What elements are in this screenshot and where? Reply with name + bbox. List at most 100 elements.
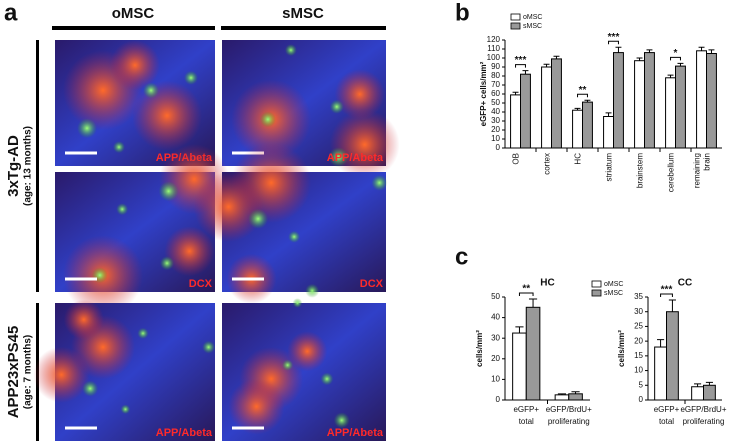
panel-label: b: [455, 0, 470, 26]
y-axis-label: eGFP+ cells/mm²: [479, 61, 488, 126]
x-tick-label: cerebellum: [667, 153, 676, 192]
x-tick-label: total: [659, 417, 674, 426]
y-tick-label: 10: [634, 366, 643, 375]
bar: [603, 116, 615, 149]
row-label: 3xTg-AD: [5, 135, 22, 197]
y-tick-label: 10: [491, 134, 500, 143]
y-tick-label: 50: [491, 292, 500, 301]
bar: [541, 66, 553, 149]
bar: [703, 384, 716, 401]
bar: [613, 52, 624, 149]
stain-blob: [82, 380, 99, 397]
bar: [634, 60, 646, 149]
bar: [510, 94, 521, 149]
y-tick-label: 0: [639, 395, 644, 404]
stain-blob: [143, 82, 159, 99]
legend-label: sMSC: [523, 23, 542, 30]
x-tick-label: proliferating: [548, 417, 590, 426]
bar: [568, 393, 583, 401]
stain-blob: [33, 346, 90, 403]
column-header: sMSC: [282, 5, 324, 22]
panel-label: c: [455, 243, 468, 270]
bar: [572, 109, 584, 149]
y-tick-label: 30: [634, 307, 643, 316]
significance-label: ***: [661, 285, 673, 296]
stain-blob: [287, 331, 328, 372]
row-note: (age: 13 months): [23, 126, 34, 206]
error-bar: [698, 46, 705, 51]
bar: [525, 306, 541, 401]
stain-label: APP/Abeta: [327, 152, 384, 164]
error-bar: [522, 70, 529, 75]
y-axis-label: cells/mm²: [475, 330, 484, 367]
legend-label: oMSC: [604, 281, 623, 288]
x-tick-label: HC: [574, 153, 583, 165]
significance-label: **: [522, 284, 530, 295]
y-tick-label: 20: [634, 336, 643, 345]
panel-label: a: [4, 0, 18, 26]
legend-label: sMSC: [604, 290, 623, 297]
stain-blob: [288, 230, 301, 243]
stain-blob: [63, 299, 104, 340]
legend-swatch: [510, 22, 521, 30]
y-tick-label: 30: [491, 116, 500, 125]
bar: [675, 65, 686, 149]
x-tick-label: eGFP+: [654, 405, 680, 414]
y-tick-label: 30: [491, 333, 500, 342]
bar: [666, 311, 679, 401]
x-tick-label: eGFP+: [513, 405, 539, 414]
y-tick-label: 10: [491, 375, 500, 384]
y-tick-label: 5: [639, 380, 644, 389]
significance-bracket: [670, 56, 681, 61]
y-tick-label: 15: [634, 351, 643, 360]
bar: [706, 53, 717, 149]
y-tick-label: 0: [496, 395, 501, 404]
stain-blob: [259, 111, 276, 128]
significance-bracket: [660, 293, 673, 297]
stain-blob: [292, 298, 303, 308]
stain-blob: [116, 203, 129, 216]
error-bar: [605, 112, 612, 117]
stain-blob: [110, 40, 160, 91]
row-bar: [36, 40, 39, 292]
error-bar: [708, 49, 715, 54]
stain-blob: [193, 171, 264, 242]
bar: [665, 77, 677, 149]
stain-blob: [202, 340, 216, 354]
x-tick-label: OB: [512, 153, 521, 165]
error-bar: [667, 74, 674, 78]
stain-label: DCX: [189, 278, 213, 290]
stain-blob: [184, 70, 198, 85]
stain-label: APP/Abeta: [156, 427, 213, 439]
significance-label: *: [674, 48, 678, 59]
stain-blob: [334, 69, 385, 120]
stain-blob: [120, 404, 131, 415]
stain-blob: [328, 147, 349, 168]
stain-blob: [160, 256, 174, 271]
significance-bracket: [577, 93, 588, 98]
error-bar: [615, 46, 622, 53]
stain-blob: [282, 359, 294, 371]
column-header: oMSC: [112, 5, 155, 22]
y-tick-label: 60: [491, 89, 500, 98]
stain-blob: [77, 118, 97, 139]
chart-title: HC: [540, 278, 554, 289]
micrograph: DCX: [193, 142, 388, 304]
significance-label: **: [579, 85, 587, 96]
stain-blob: [329, 99, 344, 114]
bar: [582, 101, 593, 149]
x-tick-label: eGFP/BrdU+: [680, 405, 726, 414]
stain-blob: [305, 283, 320, 298]
stain-blob: [158, 181, 179, 202]
x-tick-label: remaining: [693, 153, 702, 188]
column-bar: [221, 26, 386, 30]
micrograph: APP/Abeta: [222, 298, 386, 441]
bar: [696, 50, 708, 149]
row-note: (age: 7 months): [23, 335, 34, 409]
error-bar: [515, 326, 524, 334]
y-tick-label: 40: [491, 107, 500, 116]
stain-label: DCX: [360, 278, 384, 290]
error-bar: [668, 299, 676, 312]
error-bar: [528, 298, 538, 308]
y-tick-label: 40: [491, 313, 500, 322]
